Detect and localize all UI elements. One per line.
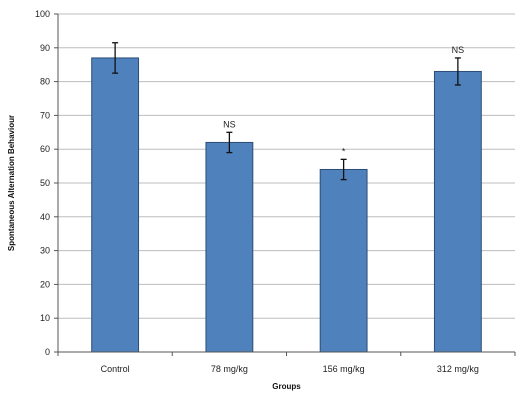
x-axis-ticks: Control 78 mg/kg 156 mg/kg 312 mg/kg (57, 352, 516, 374)
y-tick-label: 60 (40, 144, 50, 154)
significance-label: NS (452, 45, 465, 55)
y-tick-label: 70 (40, 110, 50, 120)
bar (91, 57, 140, 353)
y-tick-label: 10 (40, 313, 50, 323)
x-tick-label: 78 mg/kg (211, 364, 248, 374)
bar (433, 70, 482, 353)
significance-labels: NS * NS (223, 45, 464, 156)
x-axis-title: Groups (272, 382, 301, 391)
y-tick-label: 0 (45, 347, 50, 357)
error-bars (112, 42, 461, 181)
y-tick-label: 30 (40, 246, 50, 256)
y-axis-ticks: 0 10 20 30 40 50 60 70 80 90 100 (35, 9, 58, 357)
y-tick-label: 50 (40, 178, 50, 188)
x-tick-label: 156 mg/kg (323, 364, 365, 374)
bar (205, 141, 254, 353)
y-tick-label: 90 (40, 43, 50, 53)
significance-label: NS (223, 119, 236, 129)
x-tick-label: Control (101, 364, 130, 374)
y-axis-title: Spontaneous Alternation Behaviour (7, 115, 16, 251)
x-tick-label: 312 mg/kg (437, 364, 479, 374)
y-tick-label: 20 (40, 279, 50, 289)
bar (319, 168, 368, 353)
y-tick-label: 40 (40, 212, 50, 222)
bars (91, 57, 482, 353)
y-tick-label: 100 (35, 9, 50, 19)
significance-label: * (342, 146, 346, 156)
y-tick-label: 80 (40, 77, 50, 87)
